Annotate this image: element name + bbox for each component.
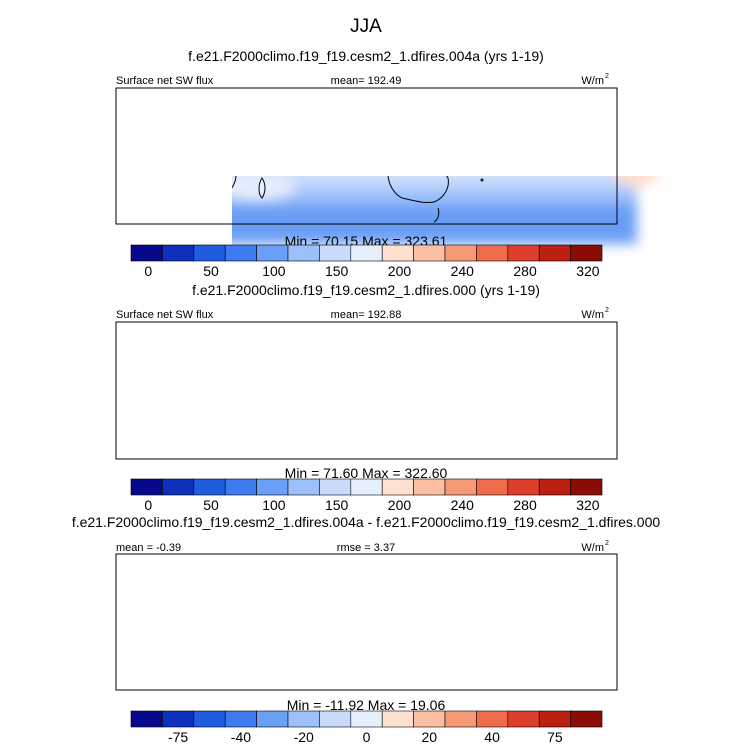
colorbar-swatch [413,710,446,728]
panel-3-map: mean = -0.39 rmse = 3.37 W/m 2 [115,540,618,691]
panel-2-title: f.e21.F2000climo.f19_f19.cesm2_1.dfires.… [192,282,540,298]
colorbar-swatch [287,478,320,496]
colorbar-swatch [256,478,289,496]
colorbar-swatch [444,710,477,728]
colorbar-swatch [570,244,603,262]
colorbar-swatch [224,478,257,496]
panel-2-colorbar-ticks: 0 50 100 150 200 240 280 320 [144,497,599,513]
colorbar-tick-label: 150 [325,263,349,279]
colorbar-tick-label: -75 [168,729,188,745]
colorbar-swatch [381,478,414,496]
colorbar-swatch [287,710,320,728]
panel-3-center-label: rmse = 3.37 [337,542,395,554]
colorbar-swatch [193,478,226,496]
colorbar-tick-label: 280 [513,497,537,513]
colorbar-swatch [413,244,446,262]
panel-2-colorbar [130,478,603,496]
panel-2-units-sup: 2 [605,307,609,314]
colorbar-swatch [130,710,163,728]
panel-1-center-label: mean= 192.49 [331,75,402,87]
panel-1-map: Surface net SW flux mean= 192.49 W/m 2 [115,73,658,244]
colorbar-tick-label: 20 [422,729,438,745]
colorbar-tick-label: -20 [294,729,314,745]
colorbar-tick-label: 320 [576,497,600,513]
colorbar-swatch [381,710,414,728]
panel-1-colorbar [130,244,603,262]
colorbar-swatch [538,710,571,728]
colorbar-swatch [256,710,289,728]
colorbar-swatch [507,478,540,496]
colorbar-swatch [350,244,383,262]
panel-2-map: Surface net SW flux mean= 192.88 W/m 2 [115,307,618,460]
colorbar-swatch [130,244,163,262]
panel-2-minmax: Min = 71.60 Max = 322.60 [285,465,448,481]
colorbar-tick-label: 50 [203,263,219,279]
colorbar-swatch [507,710,540,728]
panel-1-title: f.e21.F2000climo.f19_f19.cesm2_1.dfires.… [188,48,544,64]
colorbar-swatch [130,478,163,496]
colorbar-swatch [570,478,603,496]
panel-2-units: W/m [581,309,604,321]
panel-3-units-sup: 2 [605,540,609,547]
colorbar-swatch [538,244,571,262]
colorbar-tick-label: 320 [576,263,600,279]
colorbar-swatch [350,478,383,496]
panel-1-left-label: Surface net SW flux [116,75,214,87]
panel-3-left-label: mean = -0.39 [116,542,181,554]
colorbar-swatch [538,478,571,496]
colorbar-tick-label: -40 [231,729,251,745]
colorbar-swatch [413,478,446,496]
colorbar-swatch [256,244,289,262]
colorbar-swatch [350,710,383,728]
colorbar-swatch [570,710,603,728]
colorbar-tick-label: 0 [144,263,152,279]
panel-3-colorbar [130,710,603,728]
colorbar-swatch [193,244,226,262]
figure-title: JJA [350,16,382,37]
colorbar-tick-label: 0 [363,729,371,745]
colorbar-swatch [224,710,257,728]
colorbar-swatch [319,478,352,496]
colorbar-tick-label: 150 [325,497,349,513]
colorbar-tick-label: 100 [262,263,286,279]
panel-3-units: W/m [581,542,604,554]
colorbar-swatch [476,244,509,262]
panel-1-colorbar-ticks: 0 50 100 150 200 240 280 320 [144,263,599,279]
panel-3-minmax: Min = -11.92 Max = 19.06 [287,697,446,713]
colorbar-tick-label: 75 [547,729,563,745]
colorbar-swatch [287,244,320,262]
colorbar-swatch [444,244,477,262]
colorbar-tick-label: 50 [203,497,219,513]
colorbar-swatch [162,244,195,262]
colorbar-tick-label: 100 [262,497,286,513]
colorbar-swatch [444,478,477,496]
colorbar-tick-label: 200 [388,263,412,279]
panel-3-title: f.e21.F2000climo.f19_f19.cesm2_1.dfires.… [71,514,661,530]
colorbar-swatch [476,478,509,496]
colorbar-swatch [319,710,352,728]
colorbar-swatch [507,244,540,262]
colorbar-tick-label: 280 [513,263,537,279]
colorbar-swatch [476,710,509,728]
colorbar-tick-label: 240 [451,497,475,513]
colorbar-tick-label: 0 [144,497,152,513]
panel-2-center-label: mean= 192.88 [331,309,402,321]
colorbar-swatch [319,244,352,262]
colorbar-swatch [193,710,226,728]
colorbar-swatch [162,478,195,496]
colorbar-tick-label: 240 [451,263,475,279]
colorbar-swatch [162,710,195,728]
panel-1-units-sup: 2 [605,73,609,80]
colorbar-swatch [224,244,257,262]
panel-1-units: W/m [581,75,604,87]
colorbar-tick-label: 200 [388,497,412,513]
panel-3-colorbar-ticks: -75 -40 -20 0 20 40 75 [168,729,563,745]
colorbar-tick-label: 40 [484,729,500,745]
colorbar-swatch [381,244,414,262]
panel-2-left-label: Surface net SW flux [116,309,214,321]
